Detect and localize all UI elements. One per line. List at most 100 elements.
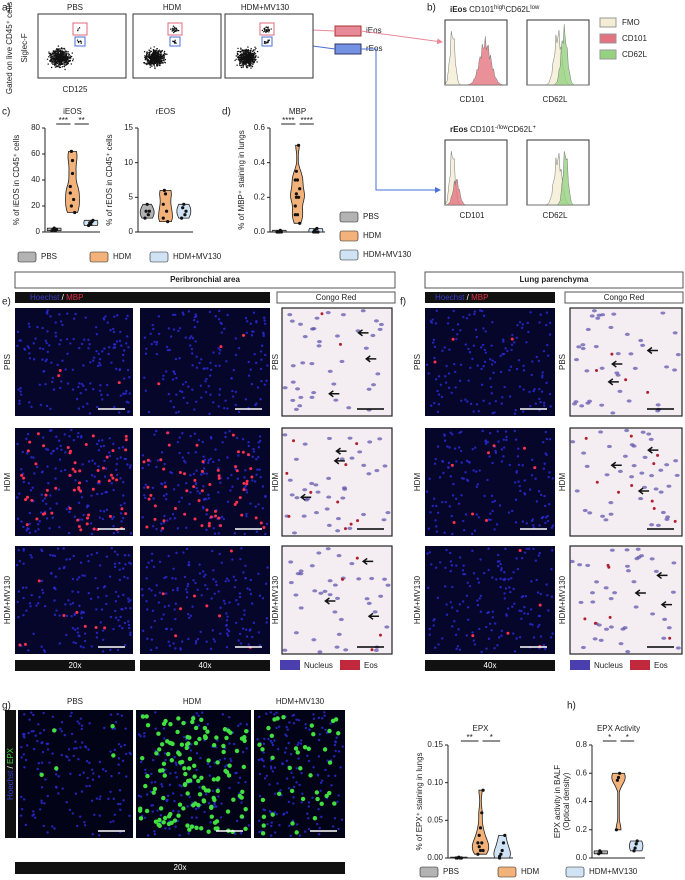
nucleus [515,336,518,339]
nucleus [482,364,485,368]
nucleus [240,547,243,550]
nucleus [212,401,215,404]
nucleus [356,577,362,581]
event [65,64,68,66]
nucleus [378,322,384,327]
legend-swatch [599,33,617,44]
nucleus [258,468,261,471]
event [48,51,50,53]
nucleus [87,347,90,350]
signal [166,821,172,827]
nucleus [536,591,540,594]
nucleus [119,394,123,397]
nucleus [108,451,111,454]
nucleus [458,431,461,435]
signal [176,813,181,818]
signal [209,814,214,819]
legend-text: Eos [364,661,378,670]
nucleus [83,820,86,824]
nucleus [634,557,640,561]
signal [324,793,329,799]
nucleus [334,749,337,753]
nucleus [163,514,166,518]
nucleus [436,445,440,448]
nucleus [258,830,261,834]
nucleus [542,644,546,647]
nucleus [212,527,215,530]
event [50,57,52,59]
signal [163,485,167,489]
nucleus [466,606,470,609]
nucleus [198,572,202,575]
nucleus [232,742,236,746]
nucleus [112,524,115,528]
legend-swatch [497,866,517,878]
nucleus [103,347,106,350]
nucleus [260,379,263,383]
nucleus [455,460,458,463]
nucleus [475,513,478,516]
nucleus [578,600,584,605]
nucleus [153,830,156,833]
nucleus [435,530,439,533]
nucleus [41,750,45,754]
nucleus [298,606,304,610]
nucleus [511,333,514,337]
nucleus [115,462,118,466]
signal [355,556,359,560]
nucleus [285,811,289,814]
nucleus [446,322,450,325]
nucleus [166,798,169,802]
event [53,50,56,52]
nucleus [27,527,30,530]
nucleus [247,824,251,827]
nucleus [90,494,93,497]
nucleus [80,724,84,727]
nucleus [603,586,609,590]
nucleus [538,524,541,527]
nucleus [169,517,172,520]
nucleus [209,821,212,824]
nucleus [208,765,212,768]
nucleus [52,449,55,453]
nucleus [385,510,391,515]
nucleus [65,755,68,758]
event [160,55,163,57]
nucleus [148,587,151,591]
nucleus [80,342,84,346]
signal [250,475,254,479]
event [58,63,61,65]
nucleus [18,402,21,405]
nucleus [224,580,227,583]
nucleus [119,330,122,334]
y-tick-label: 10 [124,158,133,167]
nucleus [171,313,175,317]
signal [181,720,186,726]
nucleus [284,733,287,736]
nucleus [594,580,600,584]
nucleus [474,328,478,331]
nucleus [649,474,655,478]
nucleus [500,567,503,570]
nucleus [162,727,166,730]
nucleus [37,762,41,765]
nucleus [349,456,355,460]
nucleus [76,720,79,723]
nucleus [329,722,332,725]
signal [260,831,266,836]
nucleus [447,386,451,390]
nucleus [510,348,513,352]
nucleus [427,372,430,375]
nucleus [428,633,431,636]
nucleus [155,527,158,531]
nucleus [116,314,119,317]
signal [215,788,221,794]
event [58,55,61,57]
nucleus [288,721,291,724]
nucleus [599,366,605,370]
nucleus [551,477,555,480]
signal [153,819,159,824]
nucleus [250,382,254,386]
nucleus [71,812,75,815]
nucleus [230,473,233,477]
